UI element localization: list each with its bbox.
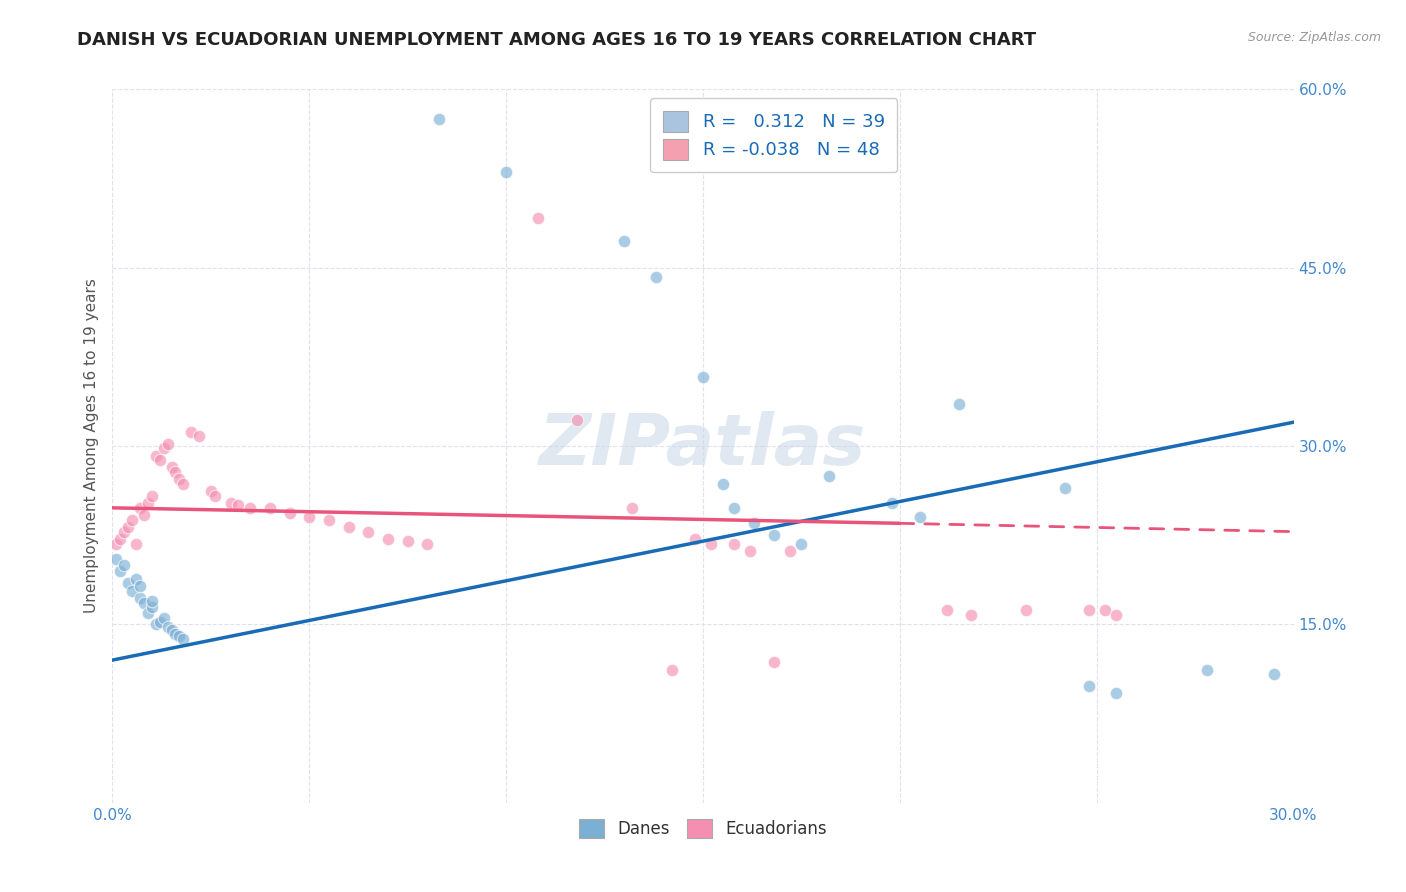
Point [141, 599, 163, 614]
Point [110, 532, 132, 546]
Legend: Danes, Ecuadorians: Danes, Ecuadorians [572, 812, 834, 845]
Point [110, 564, 132, 578]
Point [117, 520, 139, 534]
Point [1054, 481, 1077, 495]
Point [228, 499, 250, 513]
Point [121, 584, 143, 599]
Point [661, 663, 683, 677]
Point [180, 425, 202, 439]
Point [948, 397, 970, 411]
Point [165, 627, 187, 641]
Point [742, 516, 765, 531]
Point [644, 270, 666, 285]
Point [278, 506, 301, 520]
Point [125, 572, 148, 586]
Point [298, 510, 321, 524]
Point [377, 532, 399, 546]
Point [1094, 603, 1116, 617]
Point [165, 465, 187, 479]
Point [779, 543, 801, 558]
Point [152, 442, 174, 456]
Point [1195, 663, 1218, 677]
Point [129, 500, 152, 515]
Point [565, 413, 588, 427]
Point [152, 611, 174, 625]
Point [908, 510, 931, 524]
Point [219, 496, 242, 510]
Point [132, 596, 155, 610]
Point [112, 524, 135, 539]
Point [700, 536, 723, 550]
Point [416, 536, 439, 550]
Point [105, 536, 128, 550]
Point [790, 536, 813, 550]
Point [129, 579, 152, 593]
Text: DANISH VS ECUADORIAN UNEMPLOYMENT AMONG AGES 16 TO 19 YEARS CORRELATION CHART: DANISH VS ECUADORIAN UNEMPLOYMENT AMONG … [77, 31, 1036, 49]
Point [149, 615, 172, 629]
Point [357, 524, 380, 539]
Point [959, 607, 981, 622]
Point [762, 528, 785, 542]
Point [136, 496, 159, 510]
Point [156, 620, 179, 634]
Y-axis label: Unemployment Among Ages 16 to 19 years: Unemployment Among Ages 16 to 19 years [84, 278, 100, 614]
Point [169, 472, 191, 486]
Point [132, 508, 155, 522]
Text: Source: ZipAtlas.com: Source: ZipAtlas.com [1247, 31, 1381, 45]
Point [239, 500, 262, 515]
Point [136, 606, 159, 620]
Point [200, 484, 222, 499]
Point [692, 370, 714, 384]
Point [117, 575, 139, 590]
Point [396, 534, 419, 549]
Point [723, 536, 745, 550]
Point [172, 632, 194, 646]
Point [129, 591, 152, 606]
Point [337, 520, 360, 534]
Point [149, 453, 172, 467]
Point [160, 460, 183, 475]
Point [1263, 667, 1285, 681]
Point [427, 112, 450, 126]
Point [723, 500, 745, 515]
Point [160, 624, 183, 638]
Point [683, 532, 706, 546]
Point [259, 500, 281, 515]
Point [1105, 607, 1128, 622]
Point [1015, 603, 1038, 617]
Point [125, 536, 148, 550]
Point [1077, 679, 1099, 693]
Point [141, 489, 163, 503]
Point [495, 165, 517, 179]
Point [318, 513, 340, 527]
Point [188, 429, 211, 443]
Point [613, 235, 636, 249]
Point [711, 477, 734, 491]
Point [145, 449, 167, 463]
Point [1077, 603, 1099, 617]
Point [169, 629, 191, 643]
Point [740, 543, 762, 558]
Point [145, 617, 167, 632]
Point [936, 603, 959, 617]
Point [818, 468, 841, 483]
Point [204, 489, 226, 503]
Point [762, 656, 785, 670]
Point [105, 552, 128, 566]
Point [526, 211, 548, 225]
Point [880, 496, 903, 510]
Point [141, 593, 163, 607]
Point [112, 558, 135, 572]
Point [156, 436, 179, 450]
Text: ZIPatlas: ZIPatlas [540, 411, 866, 481]
Point [121, 513, 143, 527]
Point [172, 477, 194, 491]
Point [1105, 686, 1128, 700]
Point [621, 500, 644, 515]
